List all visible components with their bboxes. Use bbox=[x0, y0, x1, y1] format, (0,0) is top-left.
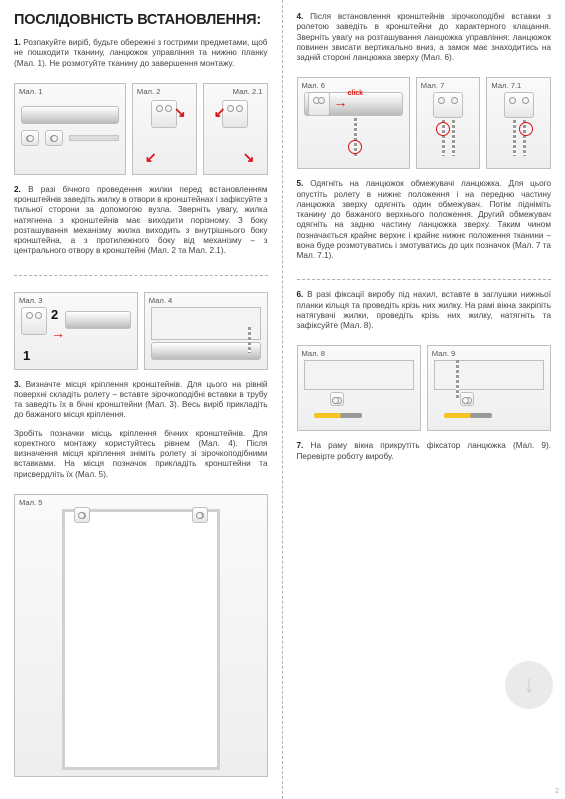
step-3a-body: Визначте місця кріплення кронштейнів. Дл… bbox=[14, 380, 268, 420]
step-3-num: 3. bbox=[14, 380, 21, 389]
figure-7-label: Мал. 7 bbox=[421, 81, 445, 90]
figure-6-label: Мал. 6 bbox=[302, 81, 326, 90]
figure-9-illustration bbox=[434, 360, 544, 424]
figure-3-illustration: → 1 2 bbox=[21, 307, 131, 363]
figure-8-illustration bbox=[304, 360, 414, 424]
step-3b-text: Зробіть позначки місць кріплення бічних … bbox=[14, 429, 268, 480]
page-title: Послідовність встановлення: bbox=[14, 12, 268, 28]
step-7-body: На раму вікна прикрутіть фіксатор ланцюж… bbox=[297, 441, 551, 460]
fig-row-2: Мал. 3 → 1 2 Мал. 4 bbox=[14, 292, 268, 370]
figure-3-label: Мал. 3 bbox=[19, 296, 43, 305]
step-1-text: 1. Розпакуйте виріб, будьте обережні з г… bbox=[14, 38, 268, 69]
figure-8: Мал. 8 bbox=[297, 345, 421, 431]
figure-5-label: Мал. 5 bbox=[19, 498, 43, 507]
figure-1-illustration bbox=[21, 98, 119, 168]
step-4-body: Після встановлення кронштейнів зірочкопо… bbox=[297, 12, 552, 62]
step-5-num: 5. bbox=[297, 179, 304, 188]
annot-one: 1 bbox=[23, 348, 30, 363]
fig-row-4: Мал. 6 → click Мал. 7 bbox=[297, 77, 552, 169]
figure-9: Мал. 9 bbox=[427, 345, 551, 431]
figure-7-1-label: Мал. 7.1 bbox=[491, 81, 521, 90]
step-6-text: 6. В разі фіксації виробу під нахил, вст… bbox=[297, 290, 552, 331]
step-7-num: 7. bbox=[297, 441, 304, 450]
figure-3: Мал. 3 → 1 2 bbox=[14, 292, 138, 370]
fig-row-3: Мал. 5 bbox=[14, 494, 268, 777]
step-2-text: 2. В разі бічного проведення жилки перед… bbox=[14, 185, 268, 257]
figure-1: Мал. 1 bbox=[14, 83, 126, 175]
figure-6: Мал. 6 → click bbox=[297, 77, 410, 169]
step-2-body: В разі бічного проведення жилки перед вс… bbox=[14, 185, 268, 256]
page: Послідовність встановлення: 1. Розпакуйт… bbox=[0, 0, 565, 799]
fig-row-1: Мал. 1 Мал. 2 ↘ ↙ bbox=[14, 83, 268, 175]
figure-7-illustration bbox=[423, 92, 474, 162]
figure-7: Мал. 7 bbox=[416, 77, 481, 169]
figure-4: Мал. 4 bbox=[144, 292, 268, 370]
step-6-body: В разі фіксації виробу під нахил, вставт… bbox=[297, 290, 552, 330]
figure-8-label: Мал. 8 bbox=[302, 349, 326, 358]
step-7-text: 7. На раму вікна прикрутіть фіксатор лан… bbox=[297, 441, 552, 462]
figure-5: Мал. 5 bbox=[14, 494, 268, 777]
right-column: 4. Після встановлення кронштейнів зірочк… bbox=[283, 0, 565, 799]
annot-two: 2 bbox=[51, 307, 58, 322]
step-3b-body: Зробіть позначки місць кріплення бічних … bbox=[14, 429, 268, 479]
fig-row-5: Мал. 8 Мал. 9 bbox=[297, 345, 552, 431]
figure-2-illustration: ↘ ↙ bbox=[139, 98, 190, 168]
left-column: Послідовність встановлення: 1. Розпакуйт… bbox=[0, 0, 283, 799]
watermark-icon: ↓ bbox=[505, 661, 553, 709]
figure-9-label: Мал. 9 bbox=[432, 349, 456, 358]
figure-1-label: Мал. 1 bbox=[19, 87, 43, 96]
figure-2-1-illustration: ↙ ↘ bbox=[210, 98, 261, 168]
page-number: 2 bbox=[555, 788, 559, 795]
figure-2-1-label: Мал. 2.1 bbox=[233, 87, 263, 96]
figure-2-1: Мал. 2.1 ↙ ↘ bbox=[203, 83, 268, 175]
figure-2: Мал. 2 ↘ ↙ bbox=[132, 83, 197, 175]
annot-click: click bbox=[348, 90, 364, 97]
step-5-text: 5. Одягніть на ланцюжок обмежувачі ланцю… bbox=[297, 179, 552, 261]
step-4-num: 4. bbox=[297, 12, 304, 21]
figure-6-illustration: → click bbox=[304, 92, 403, 162]
step-4-text: 4. Після встановлення кронштейнів зірочк… bbox=[297, 12, 552, 63]
step-3a-text: 3. Визначте місця кріплення кронштейнів.… bbox=[14, 380, 268, 421]
step-5-body: Одягніть на ланцюжок обмежувачі ланцюжка… bbox=[297, 179, 552, 260]
step-2-num: 2. bbox=[14, 185, 21, 194]
figure-4-illustration bbox=[151, 307, 261, 363]
step-1-body: Розпакуйте виріб, будьте обережні з гост… bbox=[14, 38, 268, 68]
left-divider bbox=[14, 275, 268, 276]
figure-7-1-illustration bbox=[493, 92, 544, 162]
right-divider bbox=[297, 279, 552, 280]
step-1-num: 1. bbox=[14, 38, 21, 47]
figure-5-illustration bbox=[21, 509, 261, 770]
figure-2-label: Мал. 2 bbox=[137, 87, 161, 96]
figure-7-1: Мал. 7.1 bbox=[486, 77, 551, 169]
figure-4-label: Мал. 4 bbox=[149, 296, 173, 305]
step-6-num: 6. bbox=[297, 290, 304, 299]
